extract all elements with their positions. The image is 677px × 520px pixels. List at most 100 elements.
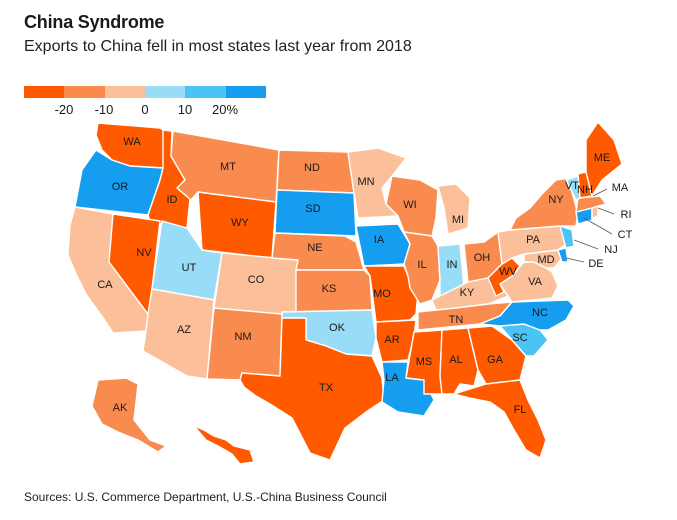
state-label-ok: OK <box>329 322 346 334</box>
state-shape-la <box>381 361 435 417</box>
state-label-wi: WI <box>403 199 416 211</box>
state-label-ms: MS <box>416 356 433 368</box>
state-shape-ri <box>591 203 599 219</box>
state-shape-mt <box>170 130 280 203</box>
legend-tick-label: 20% <box>211 102 239 117</box>
legend-tick-label: 0 <box>141 102 149 117</box>
state-shape-ia <box>355 223 411 267</box>
state-shape-co <box>213 252 299 317</box>
state-shape-ny <box>509 177 579 231</box>
state-shape-ms <box>405 329 443 395</box>
state-shape-sd <box>274 189 357 237</box>
state-shape-nh <box>577 171 593 199</box>
state-label-me: ME <box>594 152 611 164</box>
state-label-de: DE <box>588 258 603 270</box>
state-shape-ar <box>375 319 417 363</box>
state-shape-ct <box>575 207 593 225</box>
state-shape-id <box>147 129 191 229</box>
state-label-nd: ND <box>304 162 320 174</box>
state-label-ri: RI <box>621 209 632 221</box>
legend-swatch <box>64 86 105 98</box>
state-shape-mi <box>437 183 471 235</box>
state-label-oh: OH <box>474 252 491 264</box>
state-label-wy: WY <box>231 217 249 229</box>
state-label-ut: UT <box>182 262 197 274</box>
state-label-ky: KY <box>460 287 475 299</box>
state-shape-oh <box>463 231 503 283</box>
state-label-nv: NV <box>136 247 152 259</box>
state-shape-nv <box>108 213 161 315</box>
legend-tick-label: -20 <box>54 102 74 117</box>
state-shape-vt <box>565 175 581 201</box>
state-shape-me <box>585 121 623 197</box>
state-shape-ak <box>91 377 167 453</box>
state-label-sd: SD <box>305 203 320 215</box>
state-shape-nc <box>479 299 575 331</box>
leader-line-ri <box>597 207 615 215</box>
leader-line-ct <box>583 217 613 235</box>
state-shape-tn <box>417 301 513 331</box>
state-label-id: ID <box>167 194 178 206</box>
state-label-md: MD <box>537 254 554 266</box>
legend-color-bar <box>24 86 266 98</box>
state-label-in: IN <box>447 259 458 271</box>
legend-ticks: -20 -10 0 10 20% <box>24 98 266 118</box>
source-note: Sources: U.S. Commerce Department, U.S.-… <box>24 490 387 504</box>
state-shape-ut <box>151 220 223 301</box>
state-label-nj: NJ <box>604 244 617 256</box>
state-label-ne: NE <box>307 242 322 254</box>
state-shape-il <box>403 231 441 305</box>
state-label-ma: MA <box>612 182 629 194</box>
state-shape-or <box>74 149 164 216</box>
state-label-va: VA <box>528 276 543 288</box>
state-label-ga: GA <box>487 354 504 366</box>
state-shape-wv <box>487 257 521 297</box>
state-shape-va <box>499 261 559 303</box>
state-label-ny: NY <box>548 194 564 206</box>
state-label-wv: WV <box>499 266 517 278</box>
state-shape-wy <box>197 191 277 259</box>
state-label-il: IL <box>417 259 426 271</box>
state-label-co: CO <box>248 274 265 286</box>
state-shape-tx <box>239 317 385 461</box>
state-shape-ca <box>67 206 149 334</box>
state-label-fl: FL <box>514 404 527 416</box>
state-shape-wa <box>95 122 169 169</box>
state-shape-ky <box>431 277 509 311</box>
state-label-mt: MT <box>220 161 236 173</box>
state-label-or: OR <box>112 181 129 193</box>
state-label-ar: AR <box>384 334 399 346</box>
state-label-al: AL <box>449 354 462 366</box>
state-shape-md <box>523 249 563 269</box>
legend-swatch <box>185 86 226 98</box>
chart-subtitle: Exports to China fell in most states las… <box>24 38 412 55</box>
state-shape-nj <box>559 225 575 249</box>
state-label-tn: TN <box>449 314 464 326</box>
state-label-mn: MN <box>357 176 374 188</box>
legend-swatch <box>144 86 186 98</box>
legend-swatch <box>24 86 65 98</box>
state-shape-nm <box>206 307 283 381</box>
leader-line-ma <box>592 188 608 197</box>
state-shape-ks <box>295 269 373 313</box>
state-shape-pa <box>497 225 567 265</box>
state-shape-hi <box>193 425 255 465</box>
state-label-mo: MO <box>373 288 391 300</box>
state-shape-de <box>557 247 569 263</box>
state-shape-ma <box>575 195 607 213</box>
color-legend: -20 -10 0 10 20% <box>24 86 266 122</box>
state-shape-in <box>437 243 465 297</box>
state-shape-fl <box>453 379 547 459</box>
legend-tick-label: 10 <box>177 102 193 117</box>
state-label-nh: NH <box>577 184 593 196</box>
legend-tick-label: -10 <box>94 102 114 117</box>
state-label-ks: KS <box>322 283 337 295</box>
state-label-ia: IA <box>374 234 385 246</box>
state-shape-mo <box>363 265 419 323</box>
state-label-nc: NC <box>532 307 548 319</box>
state-label-sc: SC <box>512 332 527 344</box>
state-shape-ga <box>467 325 527 385</box>
state-shape-mn <box>347 147 407 219</box>
